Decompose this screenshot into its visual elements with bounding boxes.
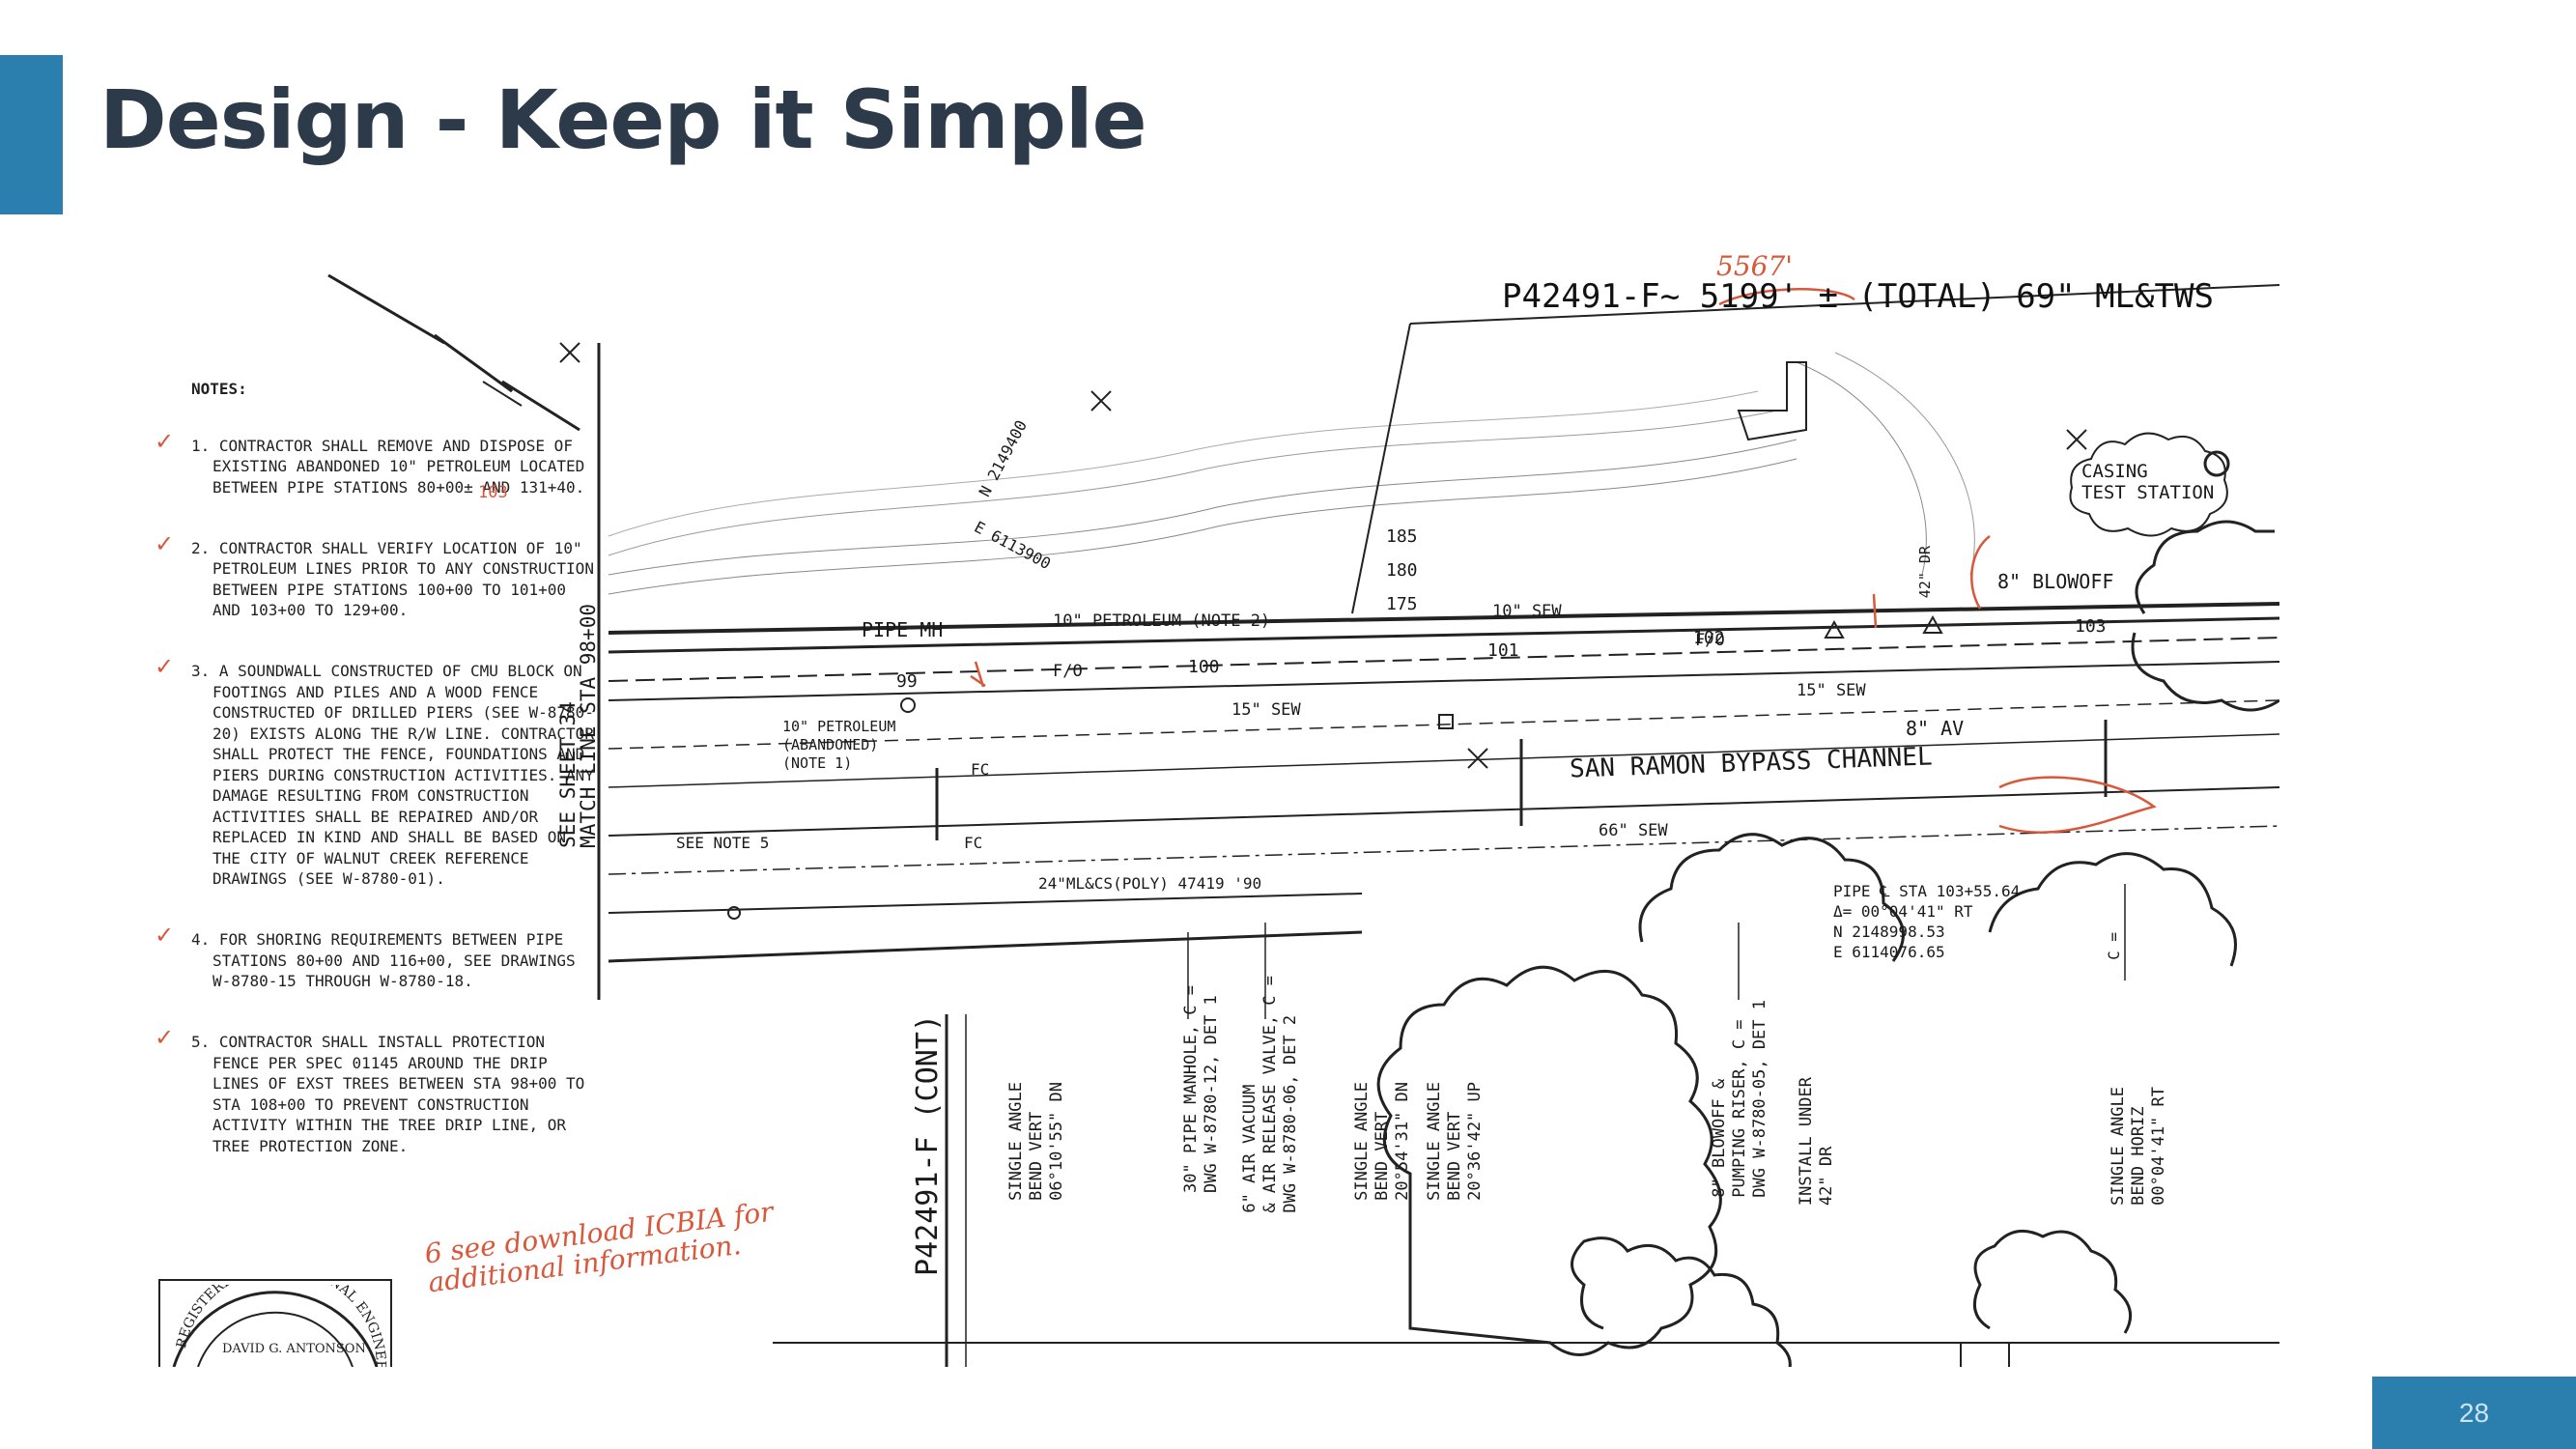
note-text: 2. CONTRACTOR SHALL VERIFY LOCATION OF 1… [191, 538, 594, 620]
station-label: 99 [896, 671, 918, 692]
air-valve-label: 8" AV [1906, 717, 1965, 740]
header-redline: 5567' [1716, 250, 1793, 282]
see-note-label: SEE NOTE 5 [676, 834, 770, 852]
fence-label: FC [971, 760, 990, 779]
note-text: 5. CONTRACTOR SHALL INSTALL PROTECTION F… [191, 1033, 585, 1155]
blowoff-label: 8" BLOWOFF [1997, 570, 2114, 593]
profile-label: 6" AIR VACUUM & AIR RELEASE VALVE, C = D… [1240, 976, 1300, 1213]
sewer-label: 15" SEW [1797, 681, 1866, 700]
match-line-label: SEE SHEET 34 MATCH LINE STA 98+00 [556, 604, 600, 848]
note-item: ✓ 2. CONTRACTOR SHALL VERIFY LOCATION OF … [155, 529, 594, 619]
page-number: 28 [2372, 1377, 2576, 1449]
notes-block: NOTES: ✓ 1. CONTRACTOR SHALL REMOVE AND D… [155, 357, 597, 1197]
casing-label: CASING TEST STATION [2081, 461, 2215, 503]
pipe-station-label: PIPE ℄ STA 103+55.64 Δ= 00°04'41" RT N 2… [1833, 882, 2021, 961]
station-label: 100 [1188, 657, 1220, 677]
sewer-label: 66" SEW [1599, 821, 1668, 840]
sewer-label: 10" SEW [1492, 602, 1562, 621]
svg-text:DAVID G. ANTONSON: DAVID G. ANTONSON [222, 1342, 366, 1356]
engineer-seal-icon: REGISTERED PROFESSIONAL ENGINEER DAVID G… [164, 1285, 388, 1367]
note-item: ✓ 5. CONTRACTOR SHALL INSTALL PROTECTION … [155, 1024, 585, 1155]
mainline-label: 24"ML&CS(POLY) 47419 '90 [1038, 874, 1262, 893]
profile-label: SINGLE ANGLE BEND HORIZ 00°04'41" RT [2109, 1087, 2168, 1206]
profile-title: P42491-F (CONT) [911, 1014, 945, 1276]
fence-label: FC [964, 834, 983, 852]
drain-label: 42" DR [1916, 546, 1934, 599]
petroleum-label: 10" PETROLEUM (NOTE 2) [1053, 611, 1271, 631]
engineering-drawing: NOTES: ✓ 1. CONTRACTOR SHALL REMOVE AND D… [155, 246, 2279, 1367]
note-text: 3. A SOUNDWALL CONSTRUCTED OF CMU BLOCK … [191, 662, 594, 888]
note-item: ✓ 4. FOR SHORING REQUIREMENTS BETWEEN PIP… [155, 922, 576, 990]
fiber-optic-label: F/O [1053, 662, 1083, 681]
profile-label: SINGLE ANGLE BEND VERT 20°54'31" DN [1352, 1082, 1412, 1201]
pipe-mh-label: PIPE MH [862, 618, 944, 641]
petroleum-abandoned-label: 10" PETROLEUM (ABANDONED) (NOTE 1) [782, 718, 896, 772]
profile-label: SINGLE ANGLE BEND VERT 20°36'42" UP [1425, 1082, 1485, 1201]
station-label: 102 [1693, 628, 1725, 648]
contour-label: 185 [1386, 526, 1418, 547]
title-accent-bar [0, 55, 63, 214]
fiber-optic-label: F/O [1695, 631, 1725, 650]
note-item: ✓ 1. CONTRACTOR SHALL REMOVE AND DISPOSE … [155, 427, 585, 497]
sewer-label: 15" SEW [1231, 700, 1301, 720]
profile-label: 8" BLOWOFF & PUMPING RISER, C = DWG W-87… [1710, 1000, 1769, 1198]
station-label: 101 [1487, 640, 1519, 661]
drawing-linework [158, 273, 2279, 1367]
c-equals-label: C = [2105, 932, 2123, 960]
note-text: 4. FOR SHORING REQUIREMENTS BETWEEN PIPE… [191, 930, 576, 990]
note-item: ✓ 3. A SOUNDWALL CONSTRUCTED OF CMU BLOCK… [155, 653, 594, 888]
slide-title: Design - Keep it Simple [99, 72, 1147, 167]
north-arrow-icon [327, 273, 580, 432]
drawing-header: P42491-F~ 5199' ± (TOTAL) 69" ML&TWS [1502, 277, 2214, 316]
notes-heading: NOTES: [191, 379, 247, 398]
profile-label: SINGLE ANGLE BEND VERT 06°10'55" DN [1006, 1082, 1066, 1201]
note-redline: 103 [478, 483, 508, 502]
note-text: 1. CONTRACTOR SHALL REMOVE AND DISPOSE O… [191, 436, 585, 497]
contour-label: 180 [1386, 560, 1418, 581]
profile-label: INSTALL UNDER 42" DR [1797, 1077, 1836, 1207]
profile-label: 30" PIPE MANHOLE, C = DWG W-8780-12, DET… [1181, 985, 1221, 1193]
station-label: 103 [2075, 616, 2107, 637]
contour-label: 175 [1386, 594, 1418, 614]
